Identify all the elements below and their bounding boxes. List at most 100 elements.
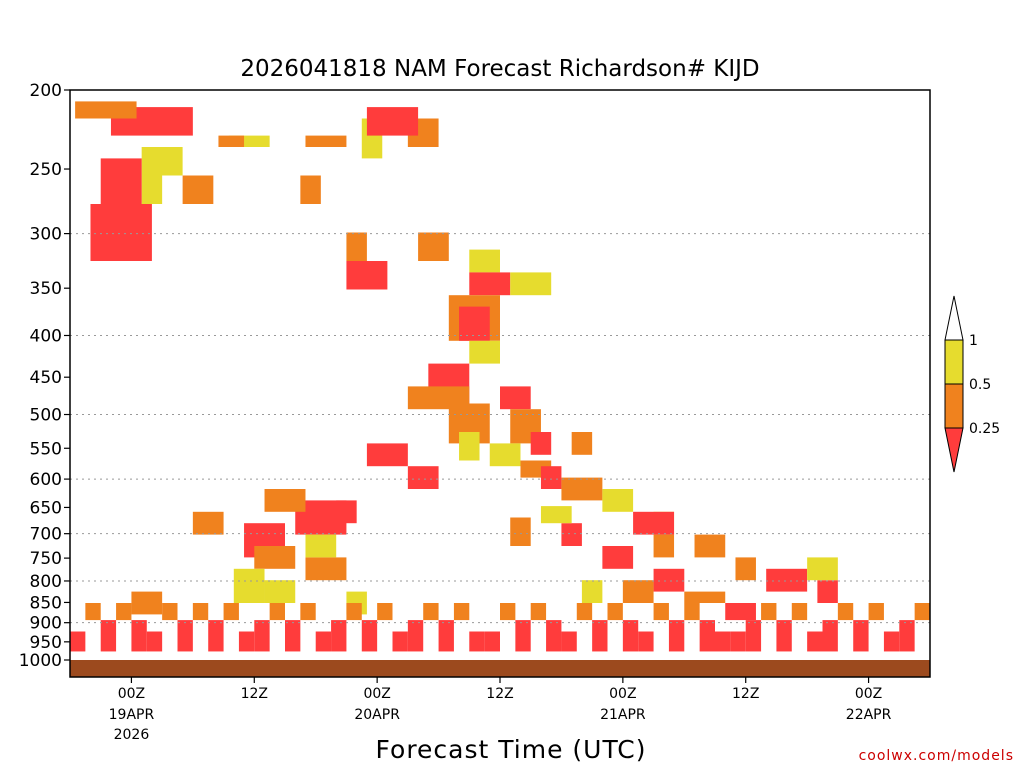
- x-tick-label: 00Z: [363, 686, 390, 702]
- x-tick-date: 21APR: [600, 707, 646, 723]
- heatmap-cell: [151, 147, 183, 176]
- heatmap-cell: [192, 603, 209, 621]
- x-axis-label: Forecast Time (UTC): [376, 735, 647, 764]
- heatmap-cell: [914, 603, 930, 621]
- heatmap-cell: [469, 340, 500, 364]
- heatmap-cell: [361, 620, 378, 652]
- heatmap-cell: [622, 580, 654, 603]
- heatmap-cell: [791, 603, 808, 621]
- heatmap-cell: [735, 557, 756, 581]
- heatmap-cell: [418, 232, 449, 261]
- heatmap-cell: [438, 620, 454, 652]
- x-tick-label: 12Z: [241, 686, 268, 702]
- heatmap-cell: [238, 631, 255, 652]
- heatmap-cell: [469, 272, 511, 296]
- y-tick-label: 500: [30, 406, 62, 426]
- heatmap-cell: [223, 603, 239, 621]
- heatmap-cell: [653, 534, 675, 558]
- heatmap-cell: [515, 620, 531, 652]
- y-tick-label: 200: [30, 81, 62, 101]
- x-tick-label: 12Z: [732, 686, 759, 702]
- heatmap-cell: [899, 620, 915, 652]
- heatmap-cell: [392, 631, 408, 652]
- legend-label: 0.5: [969, 377, 991, 393]
- heatmap-cell: [192, 511, 224, 535]
- heatmap-cell: [484, 631, 500, 652]
- heatmap-cell: [602, 546, 634, 569]
- y-axis-ticks: 200 250 300 350 400 450 500 550 600 650 700 750 8008…: [19, 81, 70, 671]
- heatmap-cell: [540, 506, 572, 524]
- heatmap-cell: [423, 603, 439, 621]
- heatmap-cell: [694, 534, 726, 558]
- y-tick-label: 550: [30, 439, 62, 459]
- heatmap-cell: [453, 603, 470, 621]
- heatmap-cell: [725, 603, 756, 621]
- y-tick-label: 400: [30, 326, 62, 346]
- heatmap-cell: [305, 534, 337, 558]
- heatmap-cell: [730, 631, 746, 652]
- heatmap-cell: [807, 631, 823, 652]
- heatmap-cell: [571, 432, 593, 455]
- heatmap-cell: [715, 631, 731, 652]
- y-tick-label: 300: [30, 225, 62, 245]
- x-tick-label: 00Z: [609, 686, 636, 702]
- heatmap-cell: [699, 620, 715, 652]
- x-tick-date: 20APR: [354, 707, 400, 723]
- heatmap-cell: [264, 580, 296, 603]
- heatmap-cell: [561, 631, 577, 652]
- x-tick-label: 12Z: [486, 686, 513, 702]
- heatmap-cell: [75, 101, 137, 119]
- heatmap-cell: [228, 135, 270, 147]
- credit-text: coolwx.com/models: [859, 748, 1014, 764]
- heatmap-cell: [633, 511, 675, 535]
- heatmap-cell: [70, 631, 86, 652]
- heatmap-cell: [366, 107, 419, 136]
- heatmap-cell: [500, 603, 516, 621]
- heatmap-cell: [377, 603, 393, 621]
- heatmap-cell: [254, 546, 296, 569]
- heatmap-cell: [561, 477, 603, 501]
- heatmap-cell: [561, 523, 582, 546]
- legend-label: 0.25: [969, 421, 1000, 437]
- heatmap-cell: [510, 517, 531, 546]
- heatmap-cell: [776, 620, 792, 652]
- heatmap-cell: [218, 135, 245, 147]
- heatmap-cell: [177, 620, 193, 652]
- heatmap-cell: [182, 175, 214, 204]
- legend-swatch: [944, 383, 964, 429]
- heatmap-cell: [100, 620, 117, 652]
- heatmap-cell: [653, 568, 685, 592]
- heatmap-cell: [668, 620, 685, 652]
- y-tick-label: 600: [30, 470, 62, 490]
- heatmap-cell: [500, 386, 531, 410]
- heatmap-cell: [285, 620, 301, 652]
- chart-title: 2026041818 NAM Forecast Richardson# KIJD: [240, 56, 759, 82]
- heatmap-cell: [407, 466, 439, 489]
- y-tick-label: 700: [30, 525, 62, 545]
- heatmap-cell: [822, 620, 838, 652]
- heatmap-cell: [146, 631, 163, 652]
- y-tick-label: 800: [30, 572, 62, 592]
- heatmap-cell: [653, 603, 669, 621]
- x-tick-label: 00Z: [118, 686, 145, 702]
- x-tick-date: 22APR: [846, 707, 892, 723]
- heatmap-cell: [305, 135, 347, 147]
- heatmap-cell: [817, 580, 838, 603]
- x-tick-date: 19APR: [109, 707, 155, 723]
- heatmap-cell: [264, 489, 306, 512]
- heatmap-cell: [208, 620, 224, 652]
- x-tick-year: 2026: [114, 727, 150, 743]
- heatmap-cell: [807, 557, 838, 581]
- y-tick-label: 900: [30, 614, 62, 634]
- heatmap-cell: [684, 603, 700, 621]
- y-tick-label: 950: [30, 633, 62, 653]
- heatmap-cell: [489, 443, 521, 467]
- y-tick-label: 650: [30, 498, 62, 518]
- heatmap-cell: [131, 591, 163, 615]
- heatmap-cell: [745, 620, 762, 652]
- heatmap-cell: [346, 232, 367, 261]
- y-tick-label: 850: [30, 593, 62, 613]
- y-tick-label: 1000: [19, 651, 62, 671]
- ground-fill: [70, 660, 930, 677]
